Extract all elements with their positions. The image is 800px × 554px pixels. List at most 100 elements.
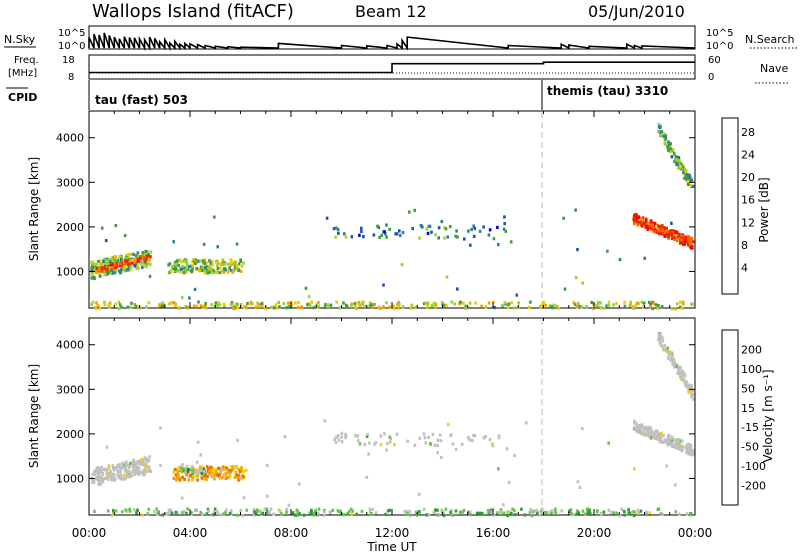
scatter-cell-1023: [329, 303, 333, 307]
scatter-cell-1001: [436, 513, 440, 517]
scatter-cell-906: [323, 513, 326, 517]
scatter-cell-436: [175, 259, 179, 263]
scatter-cell-1033: [253, 510, 256, 514]
scatter-cell-156: [125, 257, 128, 261]
scatter-cell-1064: [355, 512, 358, 516]
scatter-cell-1050: [258, 303, 261, 307]
scatter-cell-458: [182, 271, 186, 275]
scatter-cell-64: [112, 468, 116, 472]
scatter-cell-49: [145, 459, 149, 464]
scatter-cell-707: [671, 352, 674, 356]
scatter-cell-350: [190, 465, 194, 469]
scatter-cell-760: [472, 433, 475, 437]
scatter-cell-780: [336, 434, 340, 438]
scatter-cell-832: [343, 232, 346, 236]
scatter-cell-995: [533, 509, 537, 513]
scatter-cell-992: [487, 512, 491, 517]
scatter-cell-682: [666, 346, 670, 350]
scatter-cell-824: [496, 225, 499, 229]
scatter-cell-944: [230, 301, 234, 305]
scatter-cell-366: [209, 469, 212, 473]
scatter-cell-1118: [434, 305, 437, 309]
scatter-cell-601: [675, 230, 679, 234]
scatter-cell-893: [569, 508, 573, 512]
scatter-cell-681: [680, 238, 683, 242]
scatter-cell-877: [133, 508, 136, 512]
scatter-cell-288: [137, 259, 140, 263]
scatter-cell-1101: [249, 302, 252, 306]
scatter-cell-411: [181, 467, 184, 471]
scatter-cell-654: [657, 227, 660, 231]
scatter-cell-1042: [312, 511, 315, 515]
scatter-cell-251: [149, 255, 152, 259]
scatter-cell-911: [642, 305, 645, 309]
scatter-cell-774: [679, 165, 683, 169]
scatter-cell-1094: [633, 467, 636, 471]
scatter-cell-822: [538, 513, 541, 517]
scatter-cell-969: [133, 302, 136, 307]
scatter-cell-1082: [356, 434, 360, 438]
scatter-cell-757: [413, 443, 417, 447]
scatter-cell-184: [93, 276, 96, 280]
scatter-cell-670: [672, 357, 676, 361]
scatter-cell-1006: [442, 303, 445, 307]
scatter-cell-199: [148, 455, 151, 459]
scatter-cell-795: [378, 235, 381, 239]
scatter-cell-590: [661, 440, 664, 444]
scatter-cell-804: [337, 231, 340, 235]
scatter-cell-596: [637, 215, 641, 220]
scatter-cell-606: [633, 220, 636, 224]
scatter-cell-1163: [563, 287, 567, 291]
scatter-cell-208: [133, 466, 137, 470]
scatter-cell-365: [203, 477, 206, 481]
scatter-cell-377: [233, 266, 237, 270]
scatter-cell-623: [636, 424, 640, 428]
scatter-cell-672: [645, 225, 648, 229]
scatter-cell-868: [345, 304, 349, 308]
scatter-cell-1014: [434, 508, 437, 512]
scatter-cell-2: [134, 464, 137, 468]
scatter-cell-930: [145, 305, 148, 309]
scatter-cell-817: [405, 510, 409, 514]
scatter-cell-334: [209, 465, 212, 469]
scatter-cell-194: [94, 262, 97, 267]
scatter-cell-776: [438, 433, 442, 437]
scatter-cell-977: [130, 301, 133, 305]
scatter-cell-664: [681, 369, 684, 373]
scatter-cell-941: [108, 305, 111, 309]
scatter-cell-772: [667, 148, 670, 152]
scatter-cell-422: [211, 262, 215, 266]
scatter-cell-1035: [510, 301, 513, 305]
scatter-cell-16: [92, 480, 96, 485]
scatter-cell-103: [93, 470, 96, 474]
scatter-cell-378: [231, 468, 235, 472]
scatter-cell-729: [687, 385, 690, 389]
scatter-cell-99: [145, 457, 148, 461]
scatter-cell-614: [663, 226, 666, 230]
scatter-cell-1110: [436, 451, 440, 455]
scatter-cell-683: [666, 230, 670, 234]
scatter-cell-329: [237, 478, 240, 482]
scatter-cell-1079: [180, 496, 184, 500]
scatter-cell-557: [633, 425, 637, 430]
noise-panel: 10^5 10^0 10^5 10^0 N.Sky N.Search: [4, 25, 798, 52]
scatter-cell-783: [460, 442, 464, 446]
scatter-cell-166: [141, 460, 145, 465]
scatter-cell-796: [504, 229, 508, 233]
scatter-cell-383: [222, 260, 225, 264]
scatter-cell-916: [239, 508, 243, 513]
scatter-cell-729: [670, 155, 674, 159]
scatter-cell-1006: [323, 510, 326, 514]
scatter-cell-534: [679, 439, 682, 443]
scatter-cell-496: [675, 238, 679, 242]
scatter-cell-892: [300, 305, 304, 309]
scatter-cell-1019: [432, 511, 435, 515]
scatter-cell-1031: [346, 512, 349, 516]
scatter-cell-663: [691, 389, 695, 393]
scatter-cell-180: [95, 477, 99, 481]
scatter-cell-622: [688, 446, 691, 451]
scatter-cell-809: [513, 513, 517, 517]
scatter-cell-825: [480, 511, 484, 515]
scatter-cell-550: [656, 435, 660, 440]
scatter-cell-711: [682, 377, 685, 381]
